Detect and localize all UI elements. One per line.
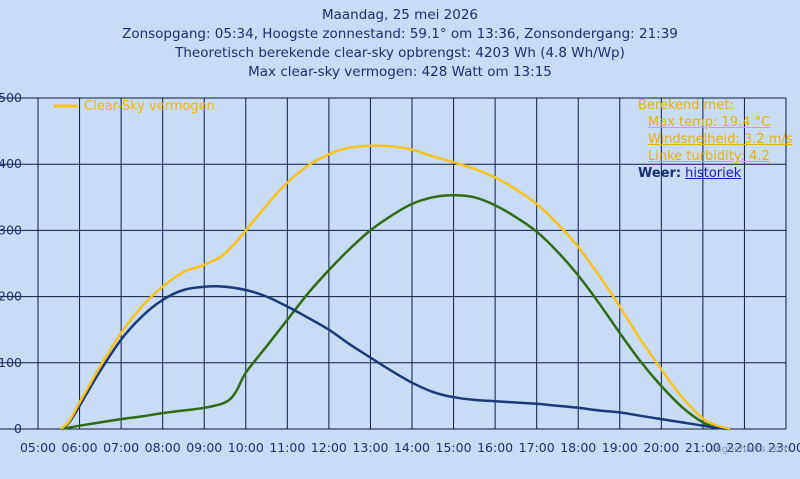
x-tick-label: 05:00 <box>20 440 56 455</box>
x-tick-label: 19:00 <box>602 440 638 455</box>
y-tick-label: 100 <box>0 355 22 370</box>
x-tick-label: 16:00 <box>477 440 513 455</box>
sun-info-line: Zonsopgang: 05:34, Hoogste zonnestand: 5… <box>122 26 678 42</box>
x-tick-label: 11:00 <box>269 440 305 455</box>
x-tick-label: 10:00 <box>228 440 264 455</box>
series-line-clear-sky <box>60 144 731 431</box>
x-axis-ticks: 05:00 06:00 07:00 08:00 09:00 10:00 11:00 12:00… <box>20 440 800 455</box>
calculation-info: Berekend met: Max temp: 19.4 °C Windsnel… <box>638 97 793 182</box>
info-heading: Berekend met: <box>638 98 734 113</box>
x-tick-label: 09:00 <box>186 440 222 455</box>
x-tick-label: 22:00 <box>726 440 762 455</box>
weer-row: Weer: historiek <box>638 165 793 182</box>
x-tick-label: 21:00 <box>685 440 721 455</box>
windsnelheid-link[interactable]: Windsnelheid: 3.2 m/s <box>648 132 793 147</box>
yield-info-line: Theoretisch berekende clear-sky opbrengs… <box>175 45 625 61</box>
chart-title-date: Maandag, 25 mei 2026 <box>321 7 479 23</box>
x-tick-label: 12:00 <box>311 440 347 455</box>
y-tick-label: 300 <box>0 222 22 237</box>
legend[interactable]: Clear-Sky vermogen <box>54 99 215 114</box>
y-tick-label: 200 <box>0 289 22 304</box>
x-tick-label: 07:00 <box>103 440 139 455</box>
y-tick-label: 400 <box>0 156 22 171</box>
highcharts-credit[interactable]: Highcharts.com <box>711 444 790 455</box>
series-line-blue <box>60 285 731 431</box>
historiek-link[interactable]: historiek <box>685 166 742 181</box>
series-line-green <box>60 194 731 431</box>
x-tick-label: 14:00 <box>394 440 430 455</box>
max-power-line: Max clear-sky vermogen: 428 Watt om 13:1… <box>248 64 552 80</box>
x-tick-label: 17:00 <box>519 440 555 455</box>
grid-lines <box>0 97 787 430</box>
x-tick-label: 15:00 <box>436 440 472 455</box>
x-tick-label: 23:00 <box>768 440 800 455</box>
weer-label: Weer: <box>638 166 682 181</box>
chart-header: Maandag, 25 mei 2026 Zonsopgang: 05:34, … <box>0 6 800 82</box>
linke-turbidity-link[interactable]: Linke turbidity: 4.2 <box>648 149 770 164</box>
x-tick-label: 08:00 <box>145 440 181 455</box>
legend-item-clear-sky[interactable]: Clear-Sky vermogen <box>84 99 215 114</box>
max-temp-link[interactable]: Max temp: 19.4 °C <box>648 115 771 130</box>
y-axis-ticks: 0 100 200 300 400 500 <box>0 90 22 436</box>
x-tick-label: 18:00 <box>560 440 596 455</box>
x-tick-label: 06:00 <box>62 440 98 455</box>
y-tick-label: 500 <box>0 90 22 105</box>
y-tick-label: 0 <box>14 421 22 436</box>
x-tick-label: 20:00 <box>643 440 679 455</box>
x-tick-label: 13:00 <box>352 440 388 455</box>
series-lines <box>60 144 731 431</box>
